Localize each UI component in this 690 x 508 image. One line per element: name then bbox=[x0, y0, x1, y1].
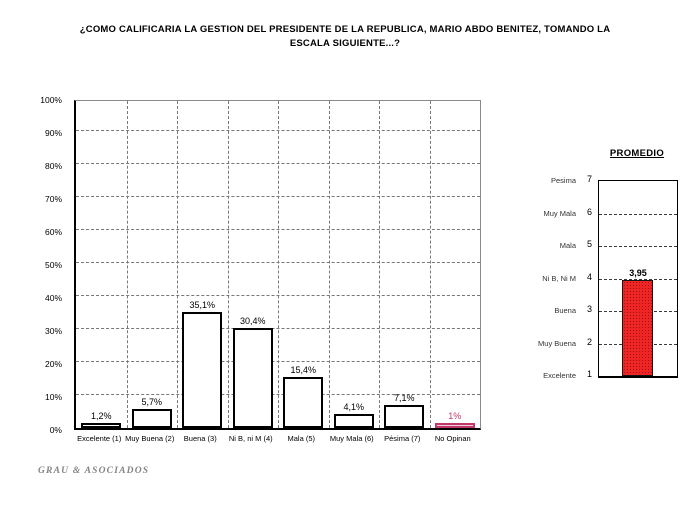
chart-title-line2: ESCALA SIGUIENTE...? bbox=[289, 38, 401, 49]
bar-muy-buena-2- bbox=[131, 409, 172, 428]
x-category-label: Muy Mala (6) bbox=[329, 434, 374, 443]
y-tick-label: 100% bbox=[40, 95, 62, 105]
y-tick-label: 10% bbox=[44, 392, 62, 402]
promedio-scale-number: 3 bbox=[586, 304, 592, 314]
y-axis-labels: 0% 10% 20% 30% 40% 50% 60% 70% 80% 90% 100% bbox=[14, 95, 68, 435]
bar-muy-mala-6- bbox=[333, 414, 374, 428]
v-gridline bbox=[227, 101, 229, 428]
bar-value-label: 30,4% bbox=[239, 315, 266, 326]
x-category-label: Excelente (1) bbox=[77, 434, 122, 443]
promedio-plot: 3,95 bbox=[598, 180, 678, 378]
x-category-label: Muy Buena (2) bbox=[125, 434, 175, 443]
promedio-scale-name: Muy Buena bbox=[538, 338, 576, 348]
y-tick-label: 20% bbox=[44, 359, 62, 369]
chart-title: ¿COMO CALIFICARIA LA GESTION DEL PRESIDE… bbox=[25, 23, 665, 51]
promedio-scale-number: 4 bbox=[586, 271, 592, 282]
v-gridline bbox=[278, 101, 279, 428]
promedio-gridline bbox=[599, 213, 677, 215]
bar-value-label: 4,1% bbox=[343, 402, 364, 413]
promedio-title: PROMEDIO bbox=[609, 148, 665, 159]
bar-p-sima-7- bbox=[384, 404, 425, 428]
x-category-label: Buena (3) bbox=[183, 434, 217, 443]
bar-value-label: 5,7% bbox=[141, 397, 162, 408]
bar-excelente-1- bbox=[81, 423, 122, 428]
promedio-scale-number: 7 bbox=[586, 174, 592, 184]
promedio-gridline bbox=[599, 246, 677, 247]
v-gridline bbox=[126, 101, 128, 428]
bar-value-label: 15,4% bbox=[290, 365, 317, 376]
bar-buena-3- bbox=[182, 312, 223, 428]
promedio-average-bar bbox=[622, 280, 653, 376]
chart-title-line1: ¿COMO CALIFICARIA LA GESTION DEL PRESIDE… bbox=[79, 24, 611, 35]
promedio-scale-name: Muy Mala bbox=[543, 208, 576, 218]
y-tick-label: 40% bbox=[44, 293, 62, 303]
v-gridline bbox=[429, 101, 431, 428]
y-tick-label: 90% bbox=[44, 128, 62, 138]
y-tick-label: 30% bbox=[44, 326, 62, 336]
y-tick-label: 0% bbox=[49, 425, 62, 435]
x-category-label: No Opinan bbox=[434, 434, 471, 443]
bar-value-label: 1,2% bbox=[90, 411, 112, 421]
promedio-scale-names: Pesima Muy Mala Mala Ni B, Ni M Buena Muy Bue… bbox=[488, 176, 576, 380]
bar-value-label: 35,1% bbox=[189, 300, 216, 311]
promedio-scale-number: 6 bbox=[586, 206, 592, 217]
rating-bar-chart-plot: 1,2% 5,7% 35,1% 30,4% 15,4% 4,1% 7,1% 1% bbox=[74, 100, 481, 430]
promedio-scale-name: Buena bbox=[554, 306, 576, 315]
v-gridline bbox=[177, 101, 178, 428]
promedio-scale-number: 1 bbox=[586, 369, 592, 379]
v-gridline bbox=[379, 101, 380, 428]
bar-no-opinan bbox=[434, 423, 475, 428]
promedio-value-label: 3,95 bbox=[629, 268, 647, 279]
promedio-scale-name: Excelente bbox=[543, 371, 576, 380]
x-axis-labels: Excelente (1) Muy Buena (2) Buena (3) Ni B,… bbox=[74, 434, 481, 448]
promedio-gridline bbox=[599, 278, 677, 280]
v-gridline bbox=[328, 101, 330, 428]
promedio-scale-number: 2 bbox=[586, 336, 592, 347]
y-tick-label: 60% bbox=[44, 227, 62, 237]
y-tick-label: 80% bbox=[44, 161, 62, 171]
promedio-scale-name: Ni B, Ni M bbox=[542, 273, 576, 283]
y-tick-label: 50% bbox=[44, 260, 62, 270]
promedio-scale-numbers: 7 6 5 4 3 2 1 bbox=[578, 174, 594, 379]
bar-value-label: 7,1% bbox=[393, 392, 415, 403]
promedio-scale-name: Pesima bbox=[550, 176, 576, 185]
promedio-scale-number: 5 bbox=[586, 239, 592, 249]
brand-footer: GRAU & ASOCIADOS bbox=[38, 466, 150, 476]
x-category-label: Mala (5) bbox=[287, 434, 315, 443]
bar-mala-5- bbox=[283, 377, 324, 428]
bar-value-label: 1% bbox=[448, 411, 462, 421]
y-tick-label: 70% bbox=[44, 194, 62, 204]
x-category-label: Ni B, ni M (4) bbox=[228, 434, 273, 443]
x-category-label: Pésima (7) bbox=[384, 434, 421, 443]
bar-ni-b-ni-m-4- bbox=[232, 327, 273, 428]
promedio-scale-name: Mala bbox=[559, 241, 576, 250]
